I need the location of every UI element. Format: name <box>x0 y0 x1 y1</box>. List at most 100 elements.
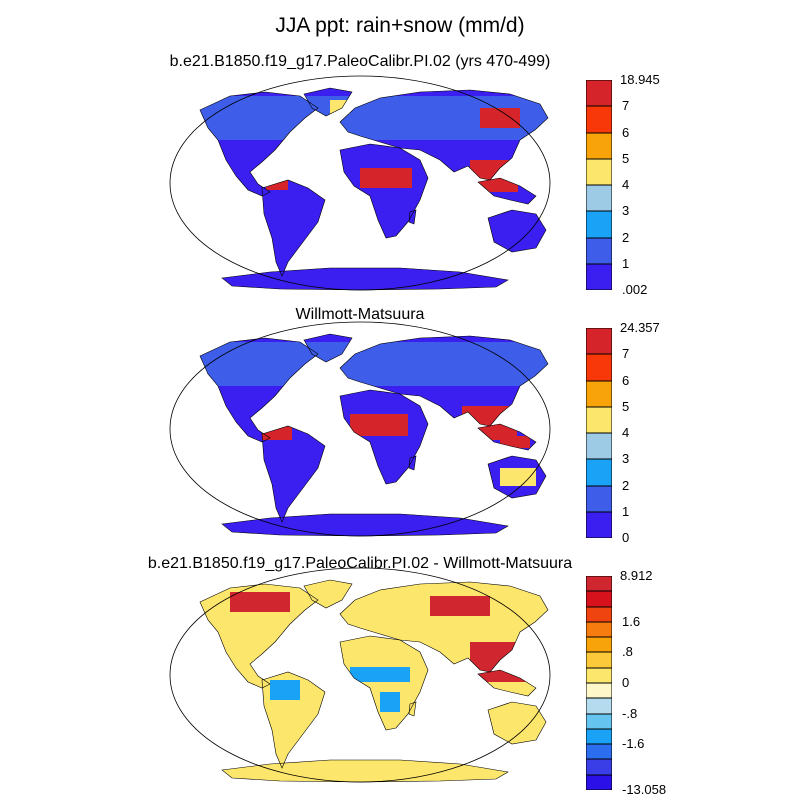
high-precip-region <box>350 414 408 436</box>
colorbar-label: 7 <box>622 346 630 362</box>
coastline-australia <box>487 209 547 253</box>
coastline-samerica <box>261 425 326 523</box>
colorbar-label: 2 <box>622 477 630 493</box>
colorbar-swatch <box>586 211 612 238</box>
coastline-australia <box>487 455 547 499</box>
coastline-eurasia <box>339 581 549 673</box>
main-title: JJA ppt: rain+snow (mm/d) <box>275 14 525 37</box>
map-frame <box>169 567 551 783</box>
land-band <box>200 342 548 386</box>
coastline-greenland <box>303 333 353 363</box>
panel-model-title: b.e21.B1850.f19_g17.PaleoCalibr.PI.02 (y… <box>169 53 551 70</box>
colorbar-label: 0 <box>622 675 630 690</box>
colorbar-swatch <box>586 652 612 668</box>
coastline-greenland <box>303 579 353 609</box>
colorbar-label: .8 <box>622 644 633 660</box>
coastline-namerica <box>199 337 319 443</box>
high-precip-region <box>480 108 520 128</box>
coastline-madagascar <box>408 701 417 717</box>
colorbar-label: 4 <box>622 177 630 192</box>
colorbar-swatch <box>586 511 612 538</box>
coastline-samerica <box>261 179 326 277</box>
coastline-seasia <box>477 177 537 205</box>
coastline-seasia <box>477 423 537 451</box>
high-precip-region <box>470 642 530 682</box>
high-precip-region <box>470 160 518 192</box>
coastline-namerica <box>199 583 319 689</box>
colorbar-label: 7 <box>622 98 630 114</box>
colorbar-swatch <box>586 380 612 407</box>
colorbar-label: 18.945 <box>620 72 660 87</box>
colorbar-label: .002 <box>622 282 648 297</box>
coastline-madagascar <box>408 455 417 471</box>
colorbar-label: 5 <box>622 150 630 166</box>
coastline-antarctica <box>221 267 509 291</box>
high-precip-region <box>230 592 290 612</box>
colorbar-label: 6 <box>622 372 630 388</box>
colorbar-swatch <box>586 158 612 185</box>
low-precip-region <box>350 667 410 682</box>
colorbar-label: 24.357 <box>620 320 660 335</box>
colorbar-swatch <box>586 237 612 264</box>
coastline-australia <box>487 701 547 745</box>
high-precip-region <box>500 436 530 448</box>
colorbar-label: 6 <box>622 124 630 140</box>
colorbar-swatch <box>586 459 612 486</box>
coastline-eurasia <box>339 89 549 181</box>
colorbar-model <box>586 80 666 290</box>
colorbar-label: 2 <box>622 229 630 245</box>
colorbar-swatch <box>586 744 612 760</box>
coastline-africa <box>339 143 429 239</box>
colorbar-label: 3 <box>622 203 630 219</box>
colorbar-label: 4 <box>622 425 630 440</box>
coastline-africa <box>339 635 429 731</box>
high-precip-region <box>430 596 490 616</box>
coastline-africa <box>339 389 429 485</box>
map-frame <box>169 321 551 537</box>
colorbar-label: -13.058 <box>622 782 667 797</box>
colorbar-swatch <box>586 774 612 790</box>
colorbar-label: 0 <box>622 530 630 545</box>
coastline-antarctica <box>221 759 509 783</box>
coastline-antarctica <box>221 513 509 537</box>
low-precip-region <box>500 468 536 486</box>
high-precip-region <box>266 178 288 190</box>
colorbar-swatch <box>586 621 612 638</box>
colorbar-obs <box>586 328 666 538</box>
map-diff <box>169 567 551 783</box>
coastline-seasia <box>477 669 537 697</box>
colorbar-swatch <box>586 698 612 714</box>
colorbar-swatch <box>586 683 612 699</box>
colorbar-swatch <box>586 591 612 607</box>
map-frame <box>169 75 551 291</box>
high-precip-region <box>360 168 412 188</box>
colorbar-swatch <box>586 80 612 107</box>
colorbar-swatch <box>586 759 612 775</box>
colorbar-swatch <box>586 433 612 460</box>
colorbar-label: -.8 <box>622 705 638 721</box>
colorbar-swatch <box>586 406 612 433</box>
colorbar-swatch <box>586 106 612 133</box>
coastline-samerica <box>261 671 326 769</box>
colorbar-swatch <box>586 328 612 355</box>
colorbar-label: 8.912 <box>620 568 653 583</box>
high-precip-region <box>462 406 517 440</box>
panel-diff-title: b.e21.B1850.f19_g17.PaleoCalibr.PI.02 - … <box>147 555 573 572</box>
colorbar-diff <box>586 576 666 790</box>
colorbar-swatch <box>586 354 612 381</box>
colorbar-label: 1 <box>622 255 630 271</box>
colorbar-swatch <box>586 132 612 159</box>
low-precip-region <box>380 692 400 712</box>
colorbar-swatch <box>586 185 612 212</box>
low-precip-region <box>330 100 350 114</box>
colorbar-swatch <box>586 263 612 290</box>
colorbar-swatch <box>586 667 612 683</box>
colorbar-label: 5 <box>622 398 630 414</box>
coastline-eurasia <box>339 335 549 427</box>
coastline-greenland <box>303 87 353 117</box>
colorbar-label: -1.6 <box>622 736 645 752</box>
coastline-namerica <box>199 91 319 197</box>
colorbar-swatch <box>586 728 612 745</box>
colorbar-label: 3 <box>622 451 630 467</box>
colorbar-swatch <box>586 485 612 512</box>
